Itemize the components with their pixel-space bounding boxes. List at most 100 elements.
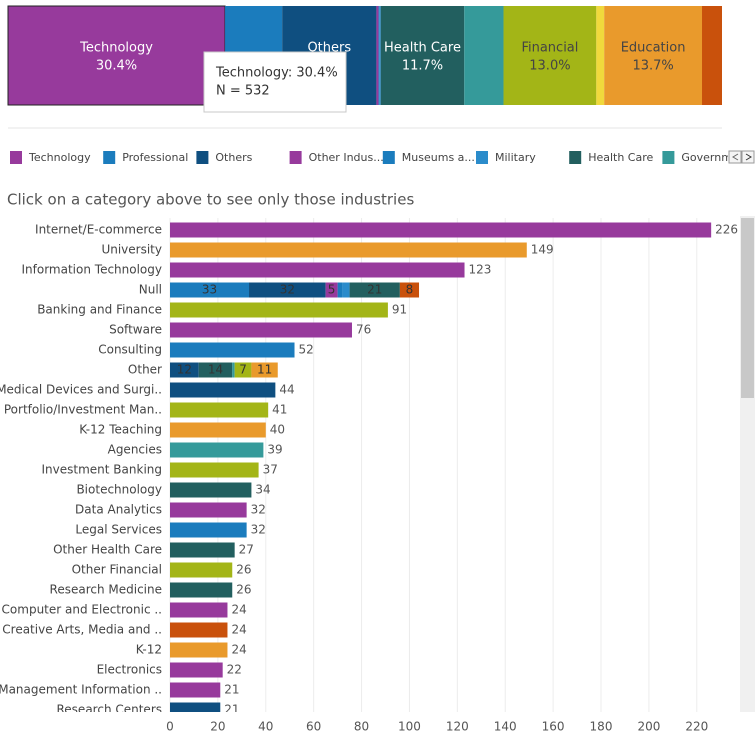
legend-label[interactable]: Military (495, 151, 536, 164)
y-tick-label: Computer and Electronic .. (2, 603, 162, 617)
y-tick-label: Other Financial (72, 563, 162, 577)
legend-label[interactable]: Governme (681, 151, 739, 164)
value-label: 32 (251, 523, 266, 537)
strip-segment[interactable] (380, 6, 465, 105)
bar[interactable] (170, 422, 266, 438)
strip-segment[interactable] (604, 6, 703, 105)
value-label: 32 (251, 503, 266, 517)
y-tick-label: Banking and Finance (37, 303, 162, 317)
bar[interactable] (251, 362, 278, 378)
x-tick-label: 60 (306, 720, 321, 734)
bar[interactable] (170, 582, 233, 598)
bar[interactable] (325, 282, 338, 298)
value-label: 27 (239, 543, 254, 557)
bar[interactable] (170, 322, 352, 338)
bar[interactable] (170, 602, 228, 618)
legend-prev[interactable] (728, 150, 742, 164)
x-tick-label: 120 (446, 720, 469, 734)
bar[interactable] (337, 282, 343, 298)
value-label: 226 (715, 223, 738, 237)
legend-swatch[interactable] (382, 151, 395, 164)
x-tick-label: 0 (166, 720, 174, 734)
bar[interactable] (170, 302, 388, 318)
y-tick-label: K-12 Teaching (79, 423, 162, 437)
legend-label[interactable]: Museums a... (402, 151, 475, 164)
legend-label[interactable]: Other Indus... (309, 151, 384, 164)
legend-swatch[interactable] (196, 151, 209, 164)
bar[interactable] (232, 362, 235, 378)
value-label: 41 (272, 403, 287, 417)
strip-segment[interactable] (596, 6, 605, 105)
segment-label: Education (621, 41, 686, 56)
segment-value: 11.7% (402, 59, 443, 74)
bar[interactable] (170, 262, 465, 278)
y-tick-label: Data Analytics (75, 503, 162, 517)
strip-segment[interactable] (702, 6, 722, 105)
bar[interactable] (170, 342, 295, 358)
x-tick-label: 140 (494, 720, 517, 734)
bar[interactable] (234, 362, 252, 378)
bar[interactable] (170, 662, 223, 678)
legend-swatch[interactable] (476, 151, 488, 164)
bar[interactable] (349, 282, 400, 298)
legend-label[interactable]: Technology (28, 151, 91, 164)
segment-label: 12 (177, 363, 192, 377)
y-tick-label: Null (139, 283, 162, 297)
value-label: 34 (255, 483, 270, 497)
bar[interactable] (170, 642, 228, 658)
arrow-icon (732, 153, 739, 161)
bar-chart: Internet/E-commerce 226 University 149 Infor… (0, 218, 738, 734)
bar[interactable] (342, 282, 350, 298)
legend-label[interactable]: Others (215, 151, 252, 164)
strip-segment[interactable] (376, 6, 379, 105)
bar[interactable] (170, 282, 250, 298)
bar[interactable] (170, 222, 712, 238)
strip-segment[interactable] (464, 6, 504, 105)
bar[interactable] (170, 502, 247, 518)
bar[interactable] (170, 702, 221, 718)
legend-scroll[interactable] (728, 150, 755, 164)
bar[interactable] (170, 682, 221, 698)
legend-swatch[interactable] (10, 151, 22, 164)
bar[interactable] (170, 362, 199, 378)
bar[interactable] (170, 522, 247, 538)
value-label: 44 (279, 383, 294, 397)
legend-swatch[interactable] (662, 151, 675, 164)
legend-swatch[interactable] (103, 151, 116, 164)
y-tick-label: Other (128, 363, 162, 377)
bar[interactable] (170, 442, 264, 458)
scroll-thumb[interactable] (741, 218, 754, 398)
y-tick-label: Research Medicine (50, 583, 162, 597)
bar[interactable] (170, 622, 228, 638)
bar[interactable] (170, 562, 233, 578)
bar[interactable] (198, 362, 233, 378)
legend-next[interactable] (741, 150, 755, 164)
y-tick-label: Consulting (98, 343, 162, 357)
legend-swatch[interactable] (569, 151, 582, 164)
bar[interactable] (170, 242, 527, 258)
bar[interactable] (170, 382, 276, 398)
value-label: 21 (224, 683, 239, 697)
strip-segment[interactable] (378, 6, 380, 105)
tooltip-box (203, 51, 347, 113)
value-label: 76 (356, 323, 371, 337)
bar[interactable] (170, 402, 269, 418)
x-tick-label: 20 (210, 720, 225, 734)
legend-label[interactable]: Health Care (588, 151, 653, 164)
chart-title: Click on a category above to see only th… (7, 191, 414, 209)
bar[interactable] (399, 282, 420, 298)
bar[interactable] (249, 282, 326, 298)
legend-label[interactable]: Professional (122, 151, 188, 164)
legend-swatch[interactable] (289, 151, 302, 164)
strip-segment[interactable] (7, 5, 226, 106)
value-label: 26 (236, 563, 251, 577)
y-tick-label: Management Information .. (0, 683, 162, 697)
value-label: 149 (531, 243, 554, 257)
bar[interactable] (170, 542, 235, 558)
strip-segment[interactable] (379, 6, 381, 105)
bar[interactable] (170, 462, 259, 478)
bar[interactable] (170, 482, 252, 498)
strip-segment[interactable] (503, 6, 597, 105)
plot-area: Internet/E-commerce 226 University 149 Infor… (0, 218, 738, 718)
